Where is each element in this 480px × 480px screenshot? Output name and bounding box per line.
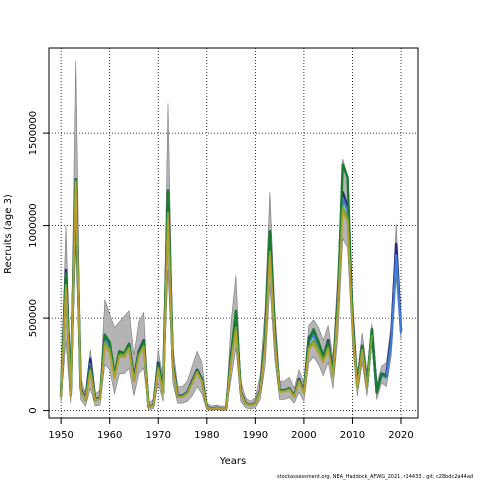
x-axis-label: Years: [219, 456, 246, 467]
y-tick-label: 1500000: [28, 111, 39, 156]
x-tick-label: 2020: [388, 430, 413, 441]
plot-frame: [48, 47, 419, 419]
x-tick-label: 1980: [194, 430, 219, 441]
y-axis: 0 500000 1000000 1500000: [28, 111, 49, 414]
x-tick-label: 1990: [243, 430, 268, 441]
series-line-4: [60, 180, 373, 410]
series-lines: [59, 163, 403, 411]
x-tick-label: 1950: [48, 430, 73, 441]
x-tick-label: 2010: [340, 430, 365, 441]
source-footer: stockassessment.org, NEA_Haddock_AFWG_20…: [277, 474, 473, 480]
x-tick-label: 2000: [291, 430, 316, 441]
x-tick-label: 1960: [97, 430, 122, 441]
y-axis-label: Recruits (age 3): [3, 194, 14, 274]
x-axis: 1950 1960 1970 1980 1990 2000 2010 2020: [48, 418, 414, 441]
y-tick-label: 1000000: [28, 203, 39, 248]
series-line-5: [60, 182, 368, 410]
y-tick-label: 500000: [28, 299, 39, 337]
y-tick-label: 0: [28, 407, 39, 413]
x-tick-label: 1970: [146, 430, 171, 441]
